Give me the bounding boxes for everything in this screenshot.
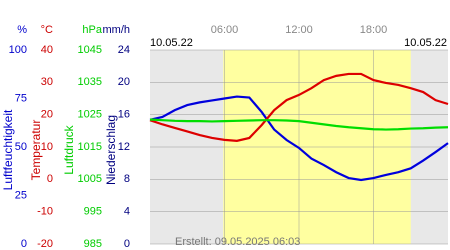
footer: Erstellt: 09.05.2025 06:03: [175, 236, 300, 248]
axis-title: Luftfeuchtigkeit: [1, 109, 15, 190]
y-tick-label: 0: [21, 238, 27, 250]
y-tick-label: 4: [124, 206, 130, 218]
y-tick-label: 985: [84, 238, 102, 250]
axis-unit: %: [17, 24, 27, 36]
axis-title: Luftdruck: [62, 124, 76, 174]
y-tick-label: 12: [118, 141, 130, 153]
y-tick-label: 0: [124, 238, 130, 250]
date-start: 10.05.22: [150, 37, 193, 49]
y-tick-label: 25: [15, 189, 27, 201]
y-tick-label: 75: [15, 92, 27, 104]
x-tick-label: 06:00: [211, 24, 239, 36]
y-tick-label: 1045: [78, 44, 102, 56]
y-tick-label: 1025: [78, 109, 102, 121]
y-tick-label: 24: [118, 44, 130, 56]
y-tick-label: 1005: [78, 173, 102, 185]
axis-unit: hPa: [82, 24, 102, 36]
axis-unit: °C: [41, 24, 53, 36]
y-tick-label: 16: [118, 109, 130, 121]
y-tick-label: 0: [47, 173, 53, 185]
y-tick-label: 100: [9, 44, 27, 56]
y-tick-label: 20: [41, 109, 53, 121]
x-tick-label: 12:00: [285, 24, 313, 36]
y-tick-label: 50: [15, 141, 27, 153]
y-tick-label: -20: [37, 238, 53, 250]
y-tick-label: 1035: [78, 76, 102, 88]
y-tick-label: 1015: [78, 141, 102, 153]
series-line: [149, 118, 449, 131]
y-tick-label: 30: [41, 76, 53, 88]
axis-title: Niederschlag: [104, 115, 118, 185]
y-tick-label: 8: [124, 173, 130, 185]
y-tick-label: -10: [37, 206, 53, 218]
series-line: [149, 95, 449, 182]
y-tick-label: 995: [84, 206, 102, 218]
axis-title: Temperatur: [29, 120, 43, 181]
series-line: [149, 72, 449, 142]
y-tick-label: 20: [118, 76, 130, 88]
x-tick-label: 18:00: [360, 24, 388, 36]
date-end: 10.05.22: [404, 37, 447, 49]
y-tick-label: 10: [41, 141, 53, 153]
axis-unit: mm/h: [103, 24, 131, 36]
y-tick-label: 40: [41, 44, 53, 56]
